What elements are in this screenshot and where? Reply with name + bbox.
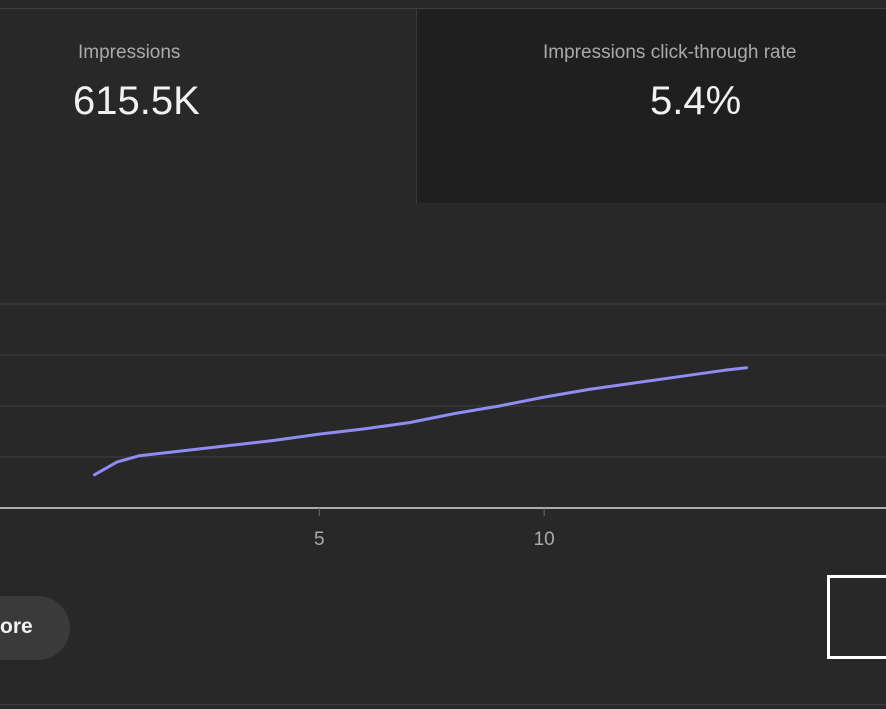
series-line-1 (92, 366, 749, 477)
see-more-button[interactable]: ore (0, 596, 70, 660)
impressions-value: 615.5K (73, 79, 200, 123)
chart-svg: 5 10 (0, 303, 886, 550)
see-more-label: ore (0, 615, 33, 638)
impressions-label: Impressions (78, 42, 181, 63)
line-chart: 5 10 (0, 290, 886, 560)
x-tick-label-5: 5 (314, 529, 325, 550)
top-divider (0, 8, 886, 9)
ctr-label: Impressions click-through rate (543, 42, 797, 63)
x-tick-label-10: 10 (534, 529, 555, 550)
ctr-card[interactable]: Impressions click-through rate 5.4% (416, 9, 886, 203)
impressions-card[interactable]: Impressions 615.5K (0, 9, 416, 203)
bottom-divider (0, 704, 886, 705)
ctr-value: 5.4% (650, 79, 742, 123)
outline-box[interactable] (827, 575, 886, 659)
